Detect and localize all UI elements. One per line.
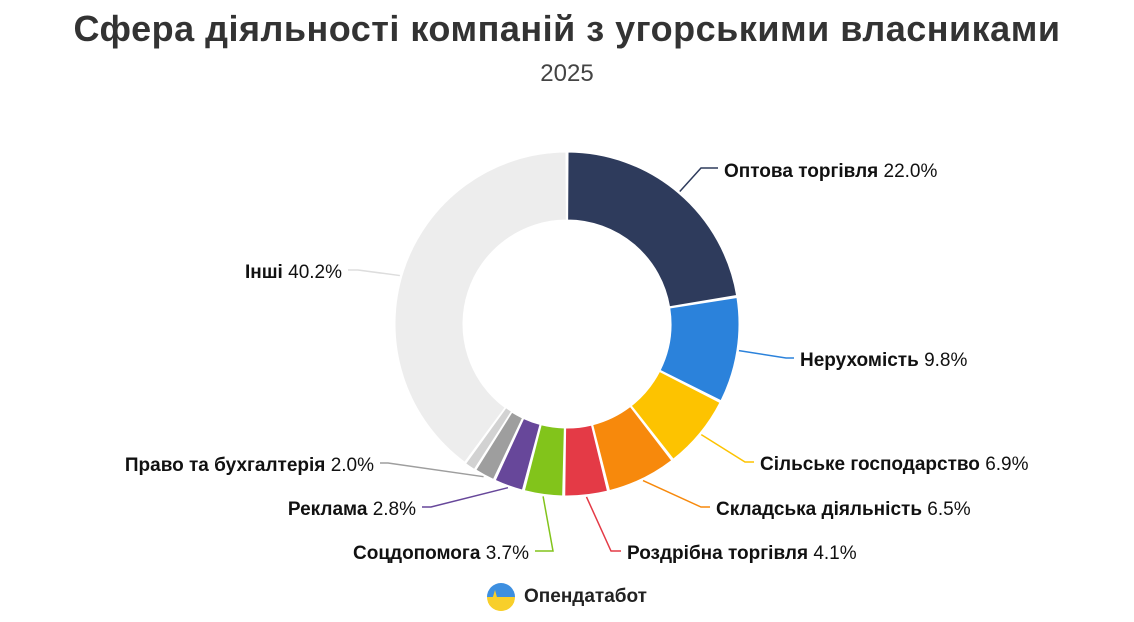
data-label-category: Реклама [288, 499, 373, 520]
data-label: Реклама 2.8% [288, 499, 416, 520]
connector-line [738, 349, 794, 359]
slice-1 [659, 296, 740, 402]
data-label-category: Соцдопомога [353, 543, 486, 564]
data-label-category: Нерухомість [800, 350, 924, 371]
connector-line [642, 479, 710, 508]
data-label-value: 22.0% [884, 161, 938, 182]
data-label: Нерухомість 9.8% [800, 350, 967, 371]
slice-7 [475, 411, 524, 481]
connector-line [585, 496, 621, 552]
data-label-value: 40.2% [288, 262, 342, 283]
brand-name: Опендатабот [524, 586, 647, 607]
data-label: Право та бухгалтерія 2.0% [125, 455, 374, 476]
data-label: Соцдопомога 3.7% [353, 543, 529, 564]
data-label-value: 6.5% [927, 499, 970, 520]
slice-6 [494, 417, 541, 491]
data-label: Інші 40.2% [245, 262, 342, 283]
data-label: Оптова торгівля 22.0% [724, 161, 937, 182]
data-label: Складська діяльність 6.5% [716, 499, 971, 520]
connector-line [700, 434, 754, 463]
slice-8 [394, 151, 567, 463]
slice-other-band [466, 408, 511, 469]
data-label-value: 6.9% [985, 454, 1028, 475]
slice-5 [523, 424, 565, 497]
data-label-category: Сільське господарство [760, 454, 985, 475]
connector-line [422, 486, 509, 508]
slice-4 [564, 424, 609, 497]
data-label-value: 3.7% [486, 543, 529, 564]
connector-line [679, 167, 718, 193]
brand-footer: Опендатабот [486, 580, 647, 614]
data-label-value: 9.8% [924, 350, 967, 371]
slice-3 [592, 405, 673, 492]
chart-subtitle: 2025 [540, 60, 594, 87]
data-label-category: Складська діяльність [716, 499, 927, 520]
data-label-category: Оптова торгівля [724, 161, 884, 182]
slice-2 [630, 370, 721, 460]
data-label-value: 2.0% [331, 455, 374, 476]
chart-title: Сфера діяльності компаній з угорськими в… [73, 8, 1061, 49]
data-label-category: Роздрібна торгівля [627, 543, 813, 564]
connector-line [348, 269, 400, 277]
data-label: Роздрібна торгівля 4.1% [627, 543, 857, 564]
data-label-value: 4.1% [813, 543, 856, 564]
data-label-category: Право та бухгалтерія [125, 455, 331, 476]
data-label-value: 2.8% [373, 499, 416, 520]
connector-line [535, 496, 554, 552]
data-label-category: Інші [245, 262, 288, 283]
connector-line [380, 462, 484, 478]
opendatabot-logo-icon [487, 583, 515, 611]
data-label: Сільське господарство 6.9% [760, 454, 1029, 475]
slice-0 [567, 151, 738, 308]
